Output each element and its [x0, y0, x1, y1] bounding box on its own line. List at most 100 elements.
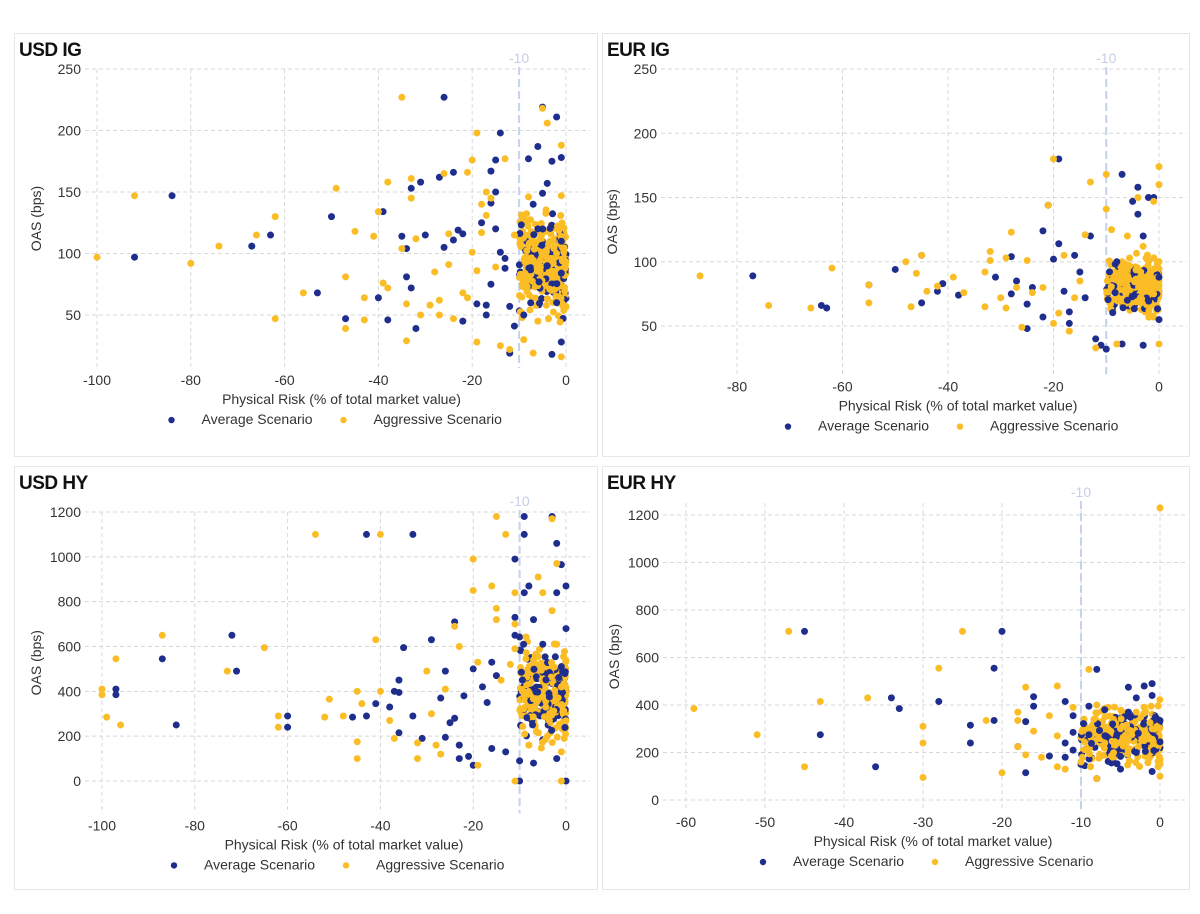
data-point	[534, 573, 542, 581]
data-point	[1155, 340, 1163, 348]
data-point	[1102, 170, 1110, 178]
data-point	[1081, 746, 1089, 754]
data-point	[557, 141, 565, 149]
data-point	[474, 761, 482, 769]
data-point	[1039, 227, 1047, 235]
data-point	[551, 653, 559, 661]
y-tick-label: 400	[636, 697, 660, 713]
data-point	[516, 757, 524, 765]
data-point	[483, 699, 491, 707]
data-point	[515, 261, 523, 269]
panel-usd-hy: USD HY 0 200 400 600 800 1000 1200 -100 -80 -60 -4…	[14, 466, 598, 890]
data-point	[1151, 265, 1159, 273]
y-tick-label: 400	[58, 683, 82, 699]
data-point	[376, 687, 384, 695]
data-point	[542, 676, 550, 684]
data-point	[982, 716, 990, 724]
data-point	[1087, 763, 1095, 771]
data-point	[542, 247, 550, 255]
data-point	[801, 627, 808, 635]
data-point	[519, 723, 527, 731]
data-point	[801, 763, 808, 771]
data-point	[437, 750, 445, 758]
data-point	[1103, 277, 1111, 285]
data-point	[1092, 335, 1100, 343]
data-point	[1061, 739, 1069, 747]
data-point	[1028, 289, 1036, 297]
data-point	[117, 721, 125, 729]
data-point	[817, 301, 825, 309]
data-point	[865, 281, 873, 289]
data-point	[1144, 194, 1152, 201]
data-point	[530, 616, 538, 624]
data-point	[543, 732, 551, 740]
data-point	[530, 656, 538, 664]
data-point	[1069, 712, 1077, 720]
data-point	[1117, 752, 1125, 760]
data-point	[474, 658, 482, 666]
data-point	[1076, 268, 1084, 276]
data-point	[765, 301, 773, 309]
x-tick-label: -60	[277, 817, 297, 833]
data-point	[468, 248, 476, 256]
data-point	[172, 721, 180, 729]
y-tick-label: 200	[58, 123, 82, 139]
data-point	[1150, 197, 1158, 205]
y-tick-label: 1200	[50, 504, 81, 520]
data-point	[342, 273, 350, 281]
data-point	[1102, 205, 1110, 213]
data-point	[543, 179, 551, 187]
data-point	[526, 266, 534, 274]
data-point	[1111, 289, 1119, 297]
data-point	[103, 713, 111, 721]
data-point	[1109, 275, 1117, 283]
data-point	[407, 174, 415, 182]
data-point	[473, 300, 481, 308]
data-point	[1134, 183, 1142, 191]
data-point	[1124, 734, 1132, 742]
data-point	[321, 713, 329, 721]
data-point	[542, 206, 550, 214]
data-point	[398, 93, 406, 101]
data-point	[1081, 738, 1089, 746]
data-point	[1150, 290, 1158, 298]
data-point	[311, 530, 319, 538]
data-point	[1132, 694, 1140, 702]
x-tick-label: -60	[274, 372, 294, 388]
data-point	[1156, 504, 1164, 512]
data-point	[1123, 296, 1131, 304]
data-point	[525, 239, 533, 247]
data-point	[510, 322, 518, 330]
data-point	[828, 264, 836, 272]
x-axis-label: Physical Risk (% of total market value)	[225, 836, 464, 852]
data-point	[1038, 753, 1045, 761]
data-point	[468, 156, 476, 164]
data-point	[417, 311, 425, 319]
data-point	[553, 280, 561, 288]
data-point	[539, 189, 547, 197]
data-point	[1086, 178, 1094, 186]
data-point	[1044, 201, 1052, 209]
data-point	[1086, 232, 1094, 240]
data-point	[553, 589, 561, 597]
data-point	[1140, 710, 1148, 718]
data-point	[440, 93, 448, 101]
data-point	[445, 230, 453, 238]
data-point	[1132, 749, 1140, 756]
data-point	[1132, 275, 1140, 283]
data-point	[332, 184, 340, 192]
data-point	[557, 269, 565, 277]
data-point	[557, 338, 565, 346]
y-tick-label: 1000	[628, 555, 659, 571]
data-point	[511, 589, 519, 597]
data-point	[1002, 254, 1010, 262]
data-point	[409, 530, 417, 538]
point-cluster	[516, 633, 570, 752]
data-point	[1140, 737, 1148, 745]
data-point	[520, 640, 528, 648]
data-point	[550, 244, 558, 252]
y-axis-label: OAS (bps)	[28, 186, 44, 251]
data-point	[534, 225, 542, 233]
data-point	[887, 694, 895, 702]
data-point	[1061, 765, 1069, 773]
